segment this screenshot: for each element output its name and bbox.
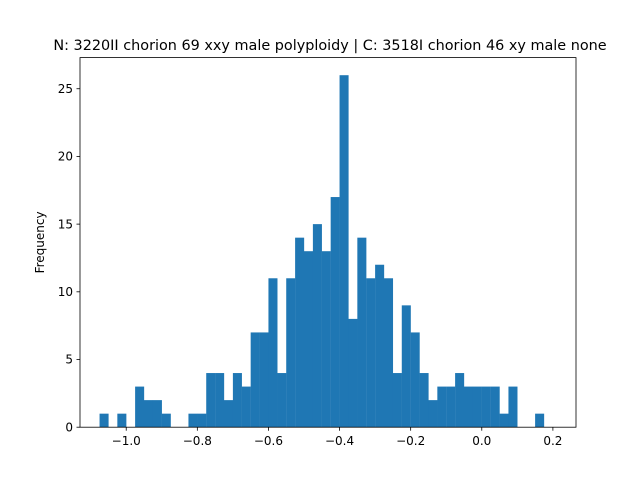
histogram-bar: [490, 386, 500, 428]
histogram-bar: [410, 332, 420, 428]
chart-title: N: 3220II chorion 69 xxy male polyploidy…: [53, 38, 606, 54]
histogram-bar: [215, 373, 225, 428]
histogram-bar: [304, 251, 314, 428]
histogram-bar: [268, 278, 278, 428]
histogram-bar: [295, 237, 305, 428]
histogram-bar: [117, 413, 127, 428]
histogram-bar: [357, 237, 367, 428]
y-axis: 0 5 10 15 20 25: [58, 82, 80, 434]
histogram-bar: [375, 264, 385, 428]
x-tick-label: 0.2: [543, 434, 562, 448]
y-tick-label: 20: [58, 150, 73, 164]
histogram-bar: [481, 386, 491, 428]
histogram-bar: [419, 373, 429, 428]
histogram-bar: [535, 413, 545, 428]
histogram-bar: [508, 386, 518, 428]
histogram-bar: [197, 413, 207, 428]
x-tick-label: −0.8: [183, 434, 212, 448]
y-tick-label: 5: [65, 353, 73, 367]
histogram-bar: [135, 386, 145, 428]
histogram-bar: [286, 278, 296, 428]
y-tick-label: 15: [58, 217, 73, 231]
histogram-bar: [330, 197, 340, 428]
histogram-bar: [259, 332, 269, 428]
histogram-bar: [472, 386, 482, 428]
histogram-bar: [224, 400, 234, 428]
histogram-bar: [401, 305, 411, 428]
histogram-bar: [428, 400, 438, 428]
histogram-bar: [384, 278, 394, 428]
histogram-bar: [392, 373, 402, 428]
histogram-bar: [152, 400, 162, 428]
histogram-bar: [437, 386, 447, 428]
histogram-bar: [312, 224, 322, 428]
histogram-bar: [206, 373, 216, 428]
histogram-bar: [161, 413, 171, 428]
histogram-bar: [99, 413, 109, 428]
x-axis: −1.0 −0.8 −0.6 −0.4 −0.2 0.0 0.2: [112, 427, 562, 448]
histogram-bar: [339, 75, 349, 428]
histogram-bar: [144, 400, 154, 428]
y-tick-label: 10: [58, 285, 73, 299]
x-tick-label: 0.0: [472, 434, 491, 448]
x-tick-label: −0.4: [325, 434, 354, 448]
x-tick-label: −0.2: [396, 434, 425, 448]
x-tick-label: −1.0: [112, 434, 141, 448]
x-tick-label: −0.6: [254, 434, 283, 448]
histogram-bars: [99, 75, 545, 428]
histogram-bar: [188, 413, 198, 428]
histogram-bar: [464, 386, 474, 428]
histogram-bar: [250, 332, 260, 428]
histogram-bar: [499, 413, 509, 428]
histogram-bar: [277, 373, 287, 428]
plot-frame: [79, 57, 577, 428]
histogram-bar: [348, 318, 358, 428]
histogram-bar: [241, 386, 251, 428]
y-tick-label: 25: [58, 82, 73, 96]
histogram-bar: [232, 373, 242, 428]
histogram-bar: [446, 386, 456, 428]
y-tick-label: 0: [65, 420, 73, 434]
histogram-bar: [455, 373, 465, 428]
histogram-bar: [366, 278, 376, 428]
histogram-bar: [321, 251, 331, 428]
y-axis-label: Frequency: [33, 211, 47, 273]
